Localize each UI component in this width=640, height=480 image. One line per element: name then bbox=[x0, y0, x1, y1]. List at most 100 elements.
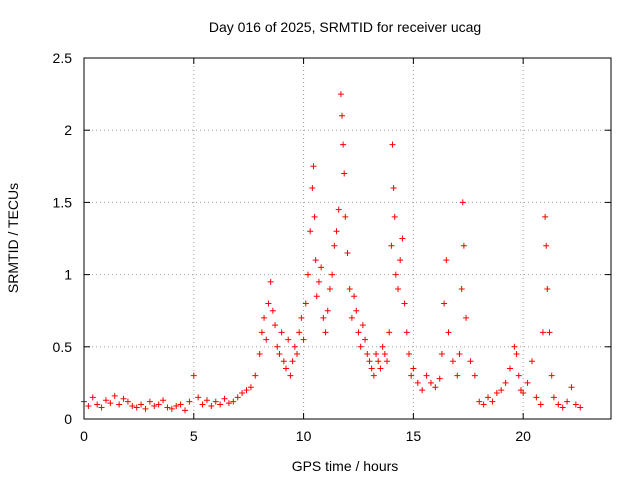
data-point bbox=[339, 112, 346, 119]
data-point bbox=[195, 394, 202, 401]
data-point bbox=[463, 314, 470, 321]
data-point bbox=[291, 343, 298, 350]
data-point bbox=[133, 404, 140, 411]
plot-frame bbox=[83, 57, 612, 420]
data-point bbox=[355, 329, 362, 336]
data-point bbox=[285, 336, 292, 343]
data-point bbox=[300, 336, 307, 343]
data-point bbox=[120, 395, 127, 402]
data-point bbox=[344, 249, 351, 256]
data-point bbox=[341, 170, 348, 177]
data-point bbox=[559, 404, 566, 411]
data-point bbox=[164, 404, 171, 411]
data-point bbox=[89, 394, 96, 401]
data-point bbox=[111, 392, 118, 399]
y-tick-label: 0 bbox=[64, 411, 72, 427]
data-point bbox=[476, 398, 483, 405]
data-point bbox=[432, 384, 439, 391]
data-point bbox=[318, 264, 325, 271]
data-point bbox=[221, 395, 228, 402]
data-point bbox=[392, 271, 399, 278]
data-point bbox=[182, 407, 189, 414]
data-point bbox=[568, 384, 575, 391]
data-point bbox=[436, 375, 443, 382]
data-point bbox=[572, 401, 579, 408]
chart-title: Day 016 of 2025, SRMTID for receiver uca… bbox=[209, 19, 481, 35]
data-point bbox=[543, 242, 550, 249]
data-point bbox=[333, 228, 340, 235]
axis-ticks: 0 5 10 15 20 0 0.5 1 1.5 2 2.5 bbox=[53, 50, 611, 444]
data-point bbox=[544, 286, 551, 293]
data-point bbox=[423, 372, 430, 379]
data-point bbox=[335, 206, 342, 213]
data-points bbox=[81, 91, 584, 414]
data-point bbox=[256, 351, 263, 358]
data-point bbox=[129, 403, 136, 410]
data-point bbox=[278, 329, 285, 336]
data-point bbox=[324, 307, 331, 314]
data-point bbox=[329, 271, 336, 278]
data-point bbox=[265, 300, 272, 307]
data-point bbox=[351, 293, 358, 300]
y-axis-label: SRMTID / TECUs bbox=[5, 183, 21, 293]
data-point bbox=[520, 390, 527, 397]
data-point bbox=[116, 401, 123, 408]
data-point bbox=[296, 329, 303, 336]
data-point bbox=[151, 403, 158, 410]
data-point bbox=[85, 403, 92, 410]
data-point bbox=[203, 397, 210, 404]
data-point bbox=[546, 329, 553, 336]
data-point bbox=[313, 293, 320, 300]
data-point bbox=[243, 387, 250, 394]
data-point bbox=[362, 336, 369, 343]
y-tick-label: 2 bbox=[64, 122, 72, 138]
data-point bbox=[98, 404, 105, 411]
data-point bbox=[539, 329, 546, 336]
data-point bbox=[364, 351, 371, 358]
data-point bbox=[445, 329, 452, 336]
data-point bbox=[348, 314, 355, 321]
data-point bbox=[247, 384, 254, 391]
data-point bbox=[480, 401, 487, 408]
data-point bbox=[458, 286, 465, 293]
data-point bbox=[548, 372, 555, 379]
data-point bbox=[276, 351, 283, 358]
data-point bbox=[287, 372, 294, 379]
data-point bbox=[485, 394, 492, 401]
data-point bbox=[267, 278, 274, 285]
data-point bbox=[146, 398, 153, 405]
data-point bbox=[337, 91, 344, 98]
data-point bbox=[555, 401, 562, 408]
data-point bbox=[403, 329, 410, 336]
data-point bbox=[322, 329, 329, 336]
data-point bbox=[298, 314, 305, 321]
data-point bbox=[94, 401, 101, 408]
data-point bbox=[190, 372, 197, 379]
data-point bbox=[340, 141, 347, 148]
data-point bbox=[373, 351, 380, 358]
data-point bbox=[208, 403, 215, 410]
data-point bbox=[177, 401, 184, 408]
data-point bbox=[456, 351, 463, 358]
data-point bbox=[315, 278, 322, 285]
x-tick-label: 10 bbox=[296, 428, 312, 444]
gridlines bbox=[84, 58, 611, 419]
data-point bbox=[331, 242, 338, 249]
data-point bbox=[471, 372, 478, 379]
data-point bbox=[489, 398, 496, 405]
data-point bbox=[342, 213, 349, 220]
data-point bbox=[533, 394, 540, 401]
y-tick-label: 1 bbox=[64, 267, 72, 283]
data-point bbox=[234, 394, 241, 401]
data-point bbox=[542, 213, 549, 220]
data-point bbox=[577, 404, 584, 411]
data-point bbox=[280, 358, 287, 365]
data-point bbox=[449, 358, 456, 365]
data-point bbox=[353, 307, 360, 314]
data-point bbox=[405, 351, 412, 358]
data-point bbox=[441, 300, 448, 307]
x-tick-label: 15 bbox=[406, 428, 422, 444]
data-point bbox=[537, 401, 544, 408]
data-point bbox=[304, 271, 311, 278]
